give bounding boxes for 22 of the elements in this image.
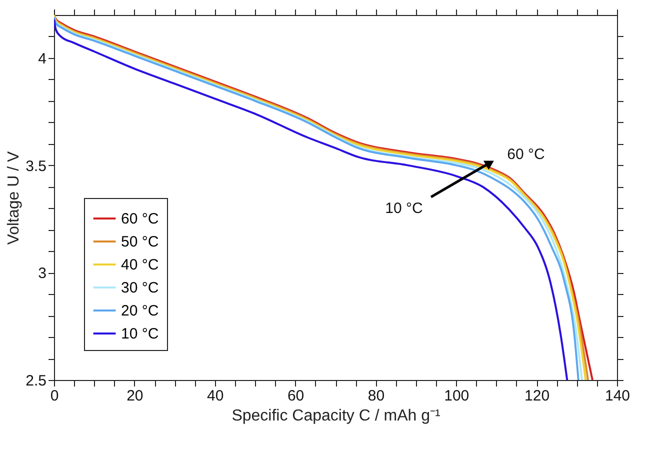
x-tick-label: 80 [368,388,385,404]
annotation: 10 °C [385,200,424,217]
x-tick-label: 20 [126,388,144,404]
x-tick-label: 60 [287,388,304,404]
y-tick-label: 3 [38,265,46,282]
y-tick-label: 4 [38,50,46,68]
x-tick-label: 100 [444,388,470,404]
y-axis-title: Voltage U / V [6,150,23,245]
x-tick-label: 40 [207,388,224,404]
x-tick-label: 120 [524,388,550,404]
legend-label: 60 °C [121,210,159,228]
x-tick-label: 140 [604,388,630,404]
legend-label: 30 °C [121,280,159,296]
y-tick-label: 2.5 [26,372,46,390]
x-tick-label: 0 [50,388,59,404]
legend-label: 50 °C [121,234,159,250]
legend-label: 10 °C [121,326,159,342]
legend-label: 20 °C [121,302,159,320]
legend-label: 40 °C [121,256,159,274]
annotation: 60 °C [507,146,546,163]
y-tick-label: 3.5 [26,158,46,175]
x-axis-title: Specific Capacity C / mAh g⁻¹ [232,408,440,424]
